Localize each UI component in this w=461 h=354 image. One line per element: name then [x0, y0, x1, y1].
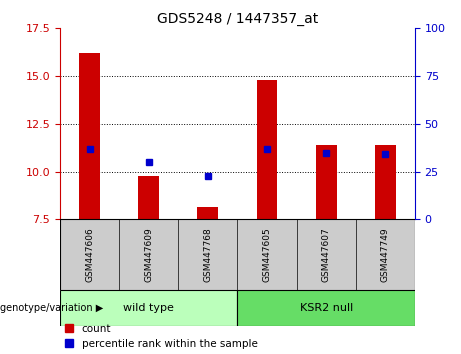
Bar: [316, 145, 337, 219]
Bar: [60, 290, 237, 326]
Legend: count, percentile rank within the sample: count, percentile rank within the sample: [65, 324, 258, 349]
Text: GSM447609: GSM447609: [144, 228, 153, 282]
Text: wild type: wild type: [123, 303, 174, 313]
Text: KSR2 null: KSR2 null: [300, 303, 353, 313]
Bar: [257, 80, 278, 219]
Bar: [375, 145, 396, 219]
Text: GSM447768: GSM447768: [203, 228, 213, 282]
Bar: [79, 53, 100, 219]
Text: genotype/variation ▶: genotype/variation ▶: [0, 303, 103, 313]
Bar: [197, 207, 218, 219]
Text: GSM447607: GSM447607: [322, 228, 331, 282]
Bar: [138, 176, 159, 219]
Bar: [237, 290, 415, 326]
Text: GSM447605: GSM447605: [262, 228, 272, 282]
Text: GSM447606: GSM447606: [85, 228, 94, 282]
Text: GSM447749: GSM447749: [381, 228, 390, 282]
Title: GDS5248 / 1447357_at: GDS5248 / 1447357_at: [157, 12, 318, 26]
